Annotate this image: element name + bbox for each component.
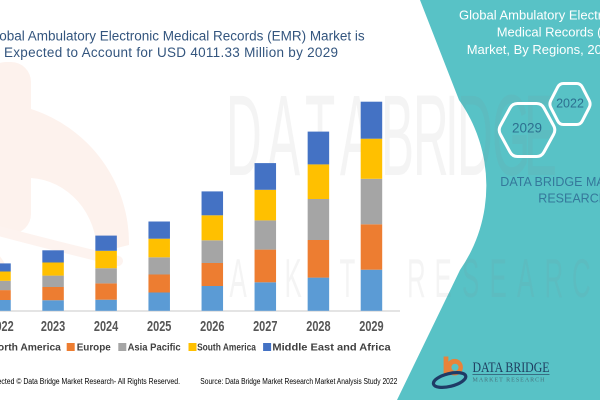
svg-text:Expected to Account for USD 40: Expected to Account for USD 4011.33 Mill… bbox=[4, 45, 338, 60]
svg-text:T: T bbox=[339, 248, 355, 309]
svg-text:E: E bbox=[490, 248, 507, 309]
svg-text:A: A bbox=[230, 248, 247, 309]
svg-text:I: I bbox=[445, 71, 459, 200]
svg-text:DATA BRIDGE: DATA BRIDGE bbox=[473, 360, 550, 376]
svg-text:South America: South America bbox=[197, 342, 256, 353]
svg-text:North America: North America bbox=[0, 342, 61, 353]
svg-text:C: C bbox=[572, 248, 591, 309]
svg-text:2023: 2023 bbox=[41, 317, 65, 334]
svg-text:MARKET RESEARCH: MARKET RESEARCH bbox=[473, 378, 546, 384]
svg-text:R: R bbox=[544, 248, 563, 309]
svg-text:E: E bbox=[435, 248, 452, 309]
svg-text:Global Ambulatory Electronic: Global Ambulatory Electronic bbox=[459, 7, 600, 22]
svg-text:DATA BRIDGE MARKET: DATA BRIDGE MARKET bbox=[500, 175, 600, 189]
svg-text:2025: 2025 bbox=[147, 317, 171, 334]
svg-text:2028: 2028 bbox=[306, 317, 330, 334]
svg-text:G: G bbox=[492, 71, 530, 200]
svg-text:Medical Records (EMR): Medical Records (EMR) bbox=[497, 25, 600, 40]
svg-text:2022: 2022 bbox=[0, 317, 14, 334]
svg-text:R: R bbox=[413, 71, 449, 200]
svg-text:Asia Pacific: Asia Pacific bbox=[128, 342, 181, 353]
svg-text:R: R bbox=[407, 248, 426, 309]
svg-text:Global Ambulatory Electronic M: Global Ambulatory Electronic Medical Rec… bbox=[0, 29, 365, 44]
svg-text:Europe: Europe bbox=[77, 342, 111, 353]
svg-text:Market, By Regions, 2022 to 20: Market, By Regions, 2022 to 2029 bbox=[467, 42, 600, 57]
svg-text:B: B bbox=[381, 71, 414, 200]
svg-text:Source: Data Bridge Market Res: Source: Data Bridge Market Research Mark… bbox=[200, 377, 397, 386]
svg-text:2029: 2029 bbox=[512, 121, 542, 136]
svg-text:S: S bbox=[462, 248, 479, 309]
svg-text:2027: 2027 bbox=[253, 317, 277, 334]
svg-text:K: K bbox=[284, 248, 301, 309]
svg-text:Middle East and Africa: Middle East and Africa bbox=[272, 342, 391, 353]
svg-text:2024: 2024 bbox=[94, 317, 119, 334]
svg-text:Protected © Data Bridge Market: Protected © Data Bridge Market Research-… bbox=[0, 377, 180, 386]
svg-text:D: D bbox=[457, 71, 493, 200]
svg-text:2026: 2026 bbox=[200, 317, 224, 334]
svg-text:RESEARCH: RESEARCH bbox=[538, 192, 600, 206]
svg-text:A: A bbox=[517, 248, 534, 309]
svg-text:2029: 2029 bbox=[359, 317, 383, 334]
svg-text:2022: 2022 bbox=[556, 97, 584, 111]
